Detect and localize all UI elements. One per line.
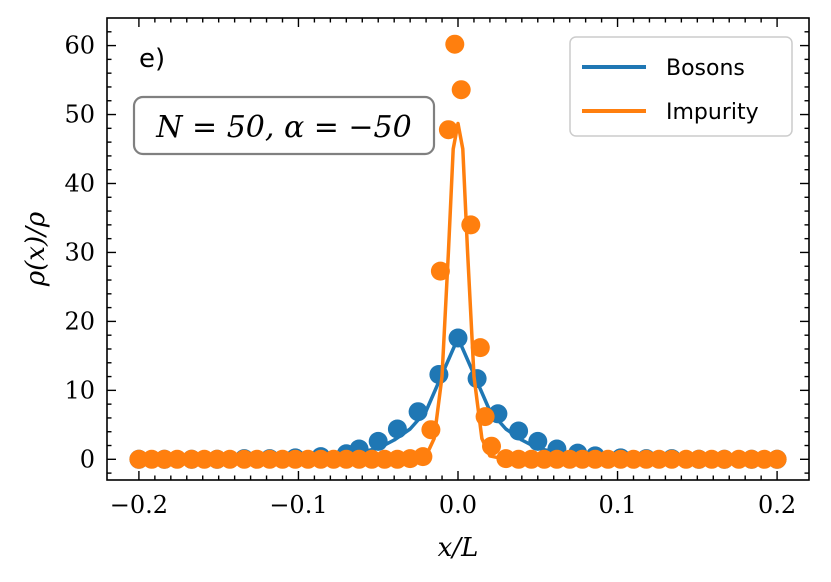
- series-layer: [129, 34, 787, 469]
- x-tick-label-1: −0.1: [269, 491, 327, 519]
- impurity-point-23: [421, 420, 441, 440]
- bosons-point-13: [429, 365, 449, 384]
- panel-label: e): [139, 44, 165, 74]
- bosons-point-14: [448, 328, 468, 348]
- bosons-line: [138, 336, 778, 462]
- x-tick-label-0: −0.2: [110, 491, 168, 519]
- y-tick-label-2: 20: [64, 307, 95, 335]
- bosons-point-15: [467, 369, 487, 389]
- y-tick-label-3: 30: [64, 238, 95, 266]
- series-impurity: [129, 34, 787, 469]
- impurity-point-24: [430, 261, 450, 281]
- series-bosons: [129, 328, 787, 469]
- legend: Bosons Impurity: [569, 36, 793, 137]
- bosons-point-12: [408, 402, 428, 422]
- legend-label-impurity: Impurity: [666, 100, 759, 125]
- impurity-point-29: [470, 338, 490, 358]
- parameter-box-frame: [132, 95, 436, 156]
- bosons-point-17: [509, 421, 529, 441]
- y-tick-label-5: 50: [64, 101, 95, 129]
- impurity-point-25: [438, 120, 458, 140]
- x-tick-label-4: 0.2: [758, 491, 796, 519]
- y-axis-label: ρ(x)/ρ: [21, 211, 51, 287]
- x-axis-label: x/L: [438, 533, 479, 563]
- impurity-point-3: [167, 449, 187, 469]
- x-tick-label-2: 0.0: [439, 491, 477, 519]
- bosons-point-11: [387, 419, 407, 439]
- impurity-point-26: [445, 34, 465, 54]
- parameter-text: N = 50, α = −50: [155, 110, 411, 145]
- y-tick-label-6: 60: [64, 32, 95, 60]
- bosons-point-18: [528, 431, 548, 451]
- impurity-point-22: [413, 447, 433, 467]
- impurity-point-49: [714, 449, 734, 469]
- impurity-point-30: [475, 407, 495, 427]
- impurity-point-45: [662, 449, 682, 469]
- impurity-point-27: [451, 80, 471, 100]
- impurity-point-31: [482, 436, 501, 456]
- parameter-box: N = 50, α = −50: [132, 95, 436, 156]
- y-tick-label-4: 40: [64, 169, 95, 197]
- impurity-point-53: [767, 449, 787, 469]
- y-tick-label-0: 0: [80, 445, 95, 473]
- x-tick-label-3: 0.1: [598, 491, 636, 519]
- tick-layer: −0.2 −0.1 0.0 0.1 0.2 0 10 20 30 40 50 60: [64, 18, 809, 519]
- impurity-point-28: [461, 215, 481, 235]
- legend-label-bosons: Bosons: [666, 56, 745, 81]
- y-tick-label-1: 10: [64, 376, 95, 404]
- impurity-line: [138, 121, 778, 462]
- impurity-point-7: [220, 449, 240, 469]
- bosons-point-10: [368, 431, 388, 451]
